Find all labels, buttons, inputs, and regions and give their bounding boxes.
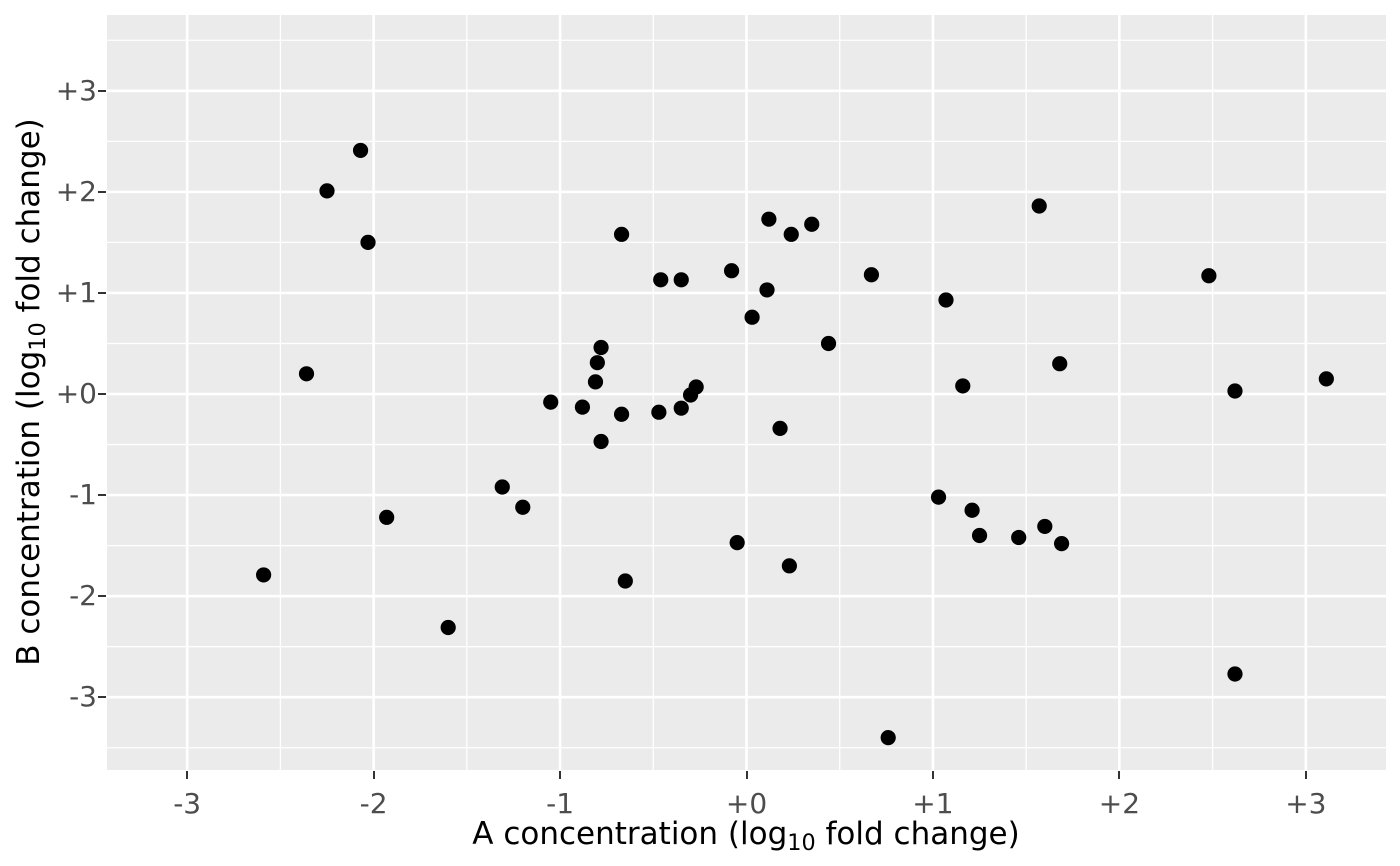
- data-point: [298, 366, 315, 382]
- data-point: [761, 211, 777, 227]
- data-point: [593, 433, 609, 450]
- data-point: [543, 394, 559, 410]
- data-point: [593, 339, 609, 356]
- x-axis-title-suffix: fold change): [815, 816, 1020, 852]
- data-point: [1037, 518, 1053, 535]
- data-point: [938, 292, 954, 308]
- data-point: [1318, 371, 1334, 387]
- y-axis-title-suffix: fold change): [10, 118, 47, 323]
- plot-canvas: [107, 15, 1386, 770]
- x-tick-label: +0: [725, 787, 768, 820]
- y-tick-label: +3: [55, 73, 97, 107]
- y-tick-label: -1: [69, 478, 97, 512]
- y-tick-mark: [98, 494, 106, 497]
- x-tick-label: -2: [359, 787, 388, 820]
- data-point: [617, 573, 633, 589]
- data-point: [930, 489, 947, 505]
- data-point: [653, 272, 669, 288]
- data-point: [1052, 356, 1068, 372]
- data-point: [360, 234, 376, 251]
- x-tick-label: +2: [1098, 787, 1141, 820]
- y-tick-mark: [98, 595, 106, 598]
- plot-panel: [107, 15, 1386, 770]
- data-point: [1053, 536, 1070, 552]
- data-point: [1227, 666, 1243, 682]
- x-axis-title: A concentration (log10 fold change): [472, 816, 1019, 856]
- y-tick-mark: [98, 190, 106, 193]
- y-tick-label: +0: [55, 377, 97, 411]
- data-point: [955, 378, 971, 394]
- data-point: [804, 216, 820, 232]
- data-point: [781, 558, 797, 574]
- data-point: [964, 502, 980, 518]
- data-point: [1011, 529, 1027, 546]
- data-point: [613, 226, 630, 242]
- x-tick-mark: [559, 771, 562, 779]
- x-tick-label: -3: [173, 787, 202, 820]
- data-point: [587, 374, 604, 390]
- x-tick-mark: [186, 771, 189, 779]
- data-point: [820, 335, 837, 352]
- data-point: [863, 267, 880, 283]
- y-tick-mark: [98, 89, 106, 92]
- data-point: [729, 534, 745, 551]
- data-point: [1201, 268, 1217, 284]
- data-point: [352, 142, 369, 159]
- data-point: [744, 309, 760, 325]
- x-tick-label: +3: [1285, 787, 1327, 820]
- data-point: [723, 263, 740, 279]
- x-tick-mark: [931, 771, 934, 779]
- data-point: [589, 355, 605, 371]
- data-point: [256, 567, 272, 583]
- data-point: [494, 479, 510, 495]
- data-point: [971, 527, 988, 544]
- data-point: [673, 272, 689, 288]
- x-tick-mark: [1304, 771, 1307, 779]
- x-tick-mark: [372, 771, 375, 779]
- data-point: [515, 499, 531, 515]
- y-tick-mark: [98, 696, 106, 699]
- y-tick-mark: [98, 291, 106, 294]
- data-point: [651, 404, 667, 420]
- y-tick-mark: [98, 393, 106, 396]
- y-tick-label: -3: [69, 680, 97, 714]
- y-axis-title-subscript: 10: [25, 322, 52, 351]
- y-axis-title: B concentration (log10 fold change): [11, 118, 51, 666]
- data-point: [379, 509, 395, 525]
- data-point: [688, 379, 704, 395]
- x-axis-title-text: A concentration (log: [472, 816, 788, 852]
- x-tick-mark: [745, 771, 748, 779]
- x-tick-label: +1: [912, 787, 954, 820]
- x-tick-mark: [1118, 771, 1121, 779]
- data-point: [783, 226, 799, 242]
- y-tick-label: +2: [55, 174, 97, 208]
- data-point: [673, 400, 689, 416]
- data-point: [772, 420, 788, 436]
- data-point: [880, 730, 896, 746]
- x-axis-title-subscript: 10: [787, 830, 816, 857]
- data-point: [440, 619, 456, 636]
- data-point: [319, 183, 335, 199]
- y-axis-title-text: B concentration (log: [10, 350, 47, 666]
- data-point: [574, 399, 591, 415]
- x-tick-label: -1: [546, 787, 575, 820]
- data-point: [1227, 383, 1243, 399]
- data-point: [1031, 198, 1047, 214]
- data-point: [613, 406, 630, 422]
- data-point: [759, 282, 775, 298]
- y-tick-label: -2: [69, 579, 97, 613]
- y-tick-label: +1: [55, 275, 97, 309]
